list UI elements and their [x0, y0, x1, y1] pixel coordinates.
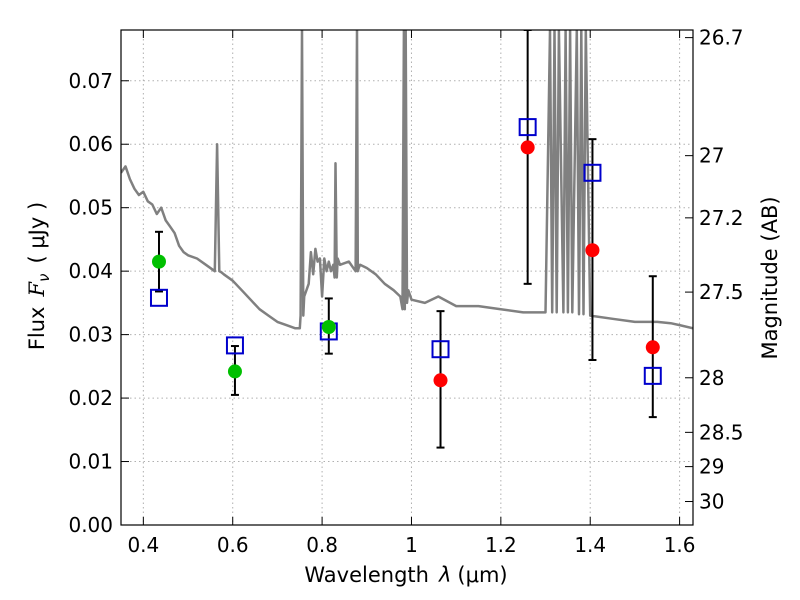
y-axis-unit: ( μJy )	[25, 202, 49, 264]
right-tick-label: 29	[699, 455, 724, 479]
plot-frame	[120, 29, 694, 526]
measured-points	[151, 140, 660, 388]
measured-point	[433, 373, 448, 388]
y-axis-label-text: Flux	[25, 307, 49, 351]
model-point	[225, 336, 244, 355]
x-axis-unit: (μm)	[457, 563, 507, 587]
right-tick-label: 27.5	[699, 280, 744, 304]
axis-ticks: 0.4 0.6 0.8 1 1.2 1.4 1.6 0.00 0.01 0.02 0.03 0.04 0…	[68, 26, 743, 557]
right-tick-label: 27.2	[699, 206, 744, 230]
y-axis-symbol: F	[25, 281, 49, 298]
y-tick-label: 0.05	[68, 196, 113, 220]
measured-point	[645, 340, 660, 355]
x-tick-label: 0.8	[306, 533, 338, 557]
y-tick-label: 0.00	[68, 513, 113, 537]
measured-point	[151, 254, 166, 269]
right-tick-label: 28.5	[699, 420, 744, 444]
model-point	[431, 340, 450, 359]
template-spectrum	[121, 30, 693, 330]
x-axis-label-text: Wavelength	[304, 563, 429, 587]
y-tick-label: 0.03	[68, 323, 113, 347]
x-tick-label: 1.2	[485, 533, 517, 557]
y-tick-label: 0.06	[68, 132, 113, 156]
right-tick-label: 26.7	[699, 26, 744, 50]
measured-point	[585, 243, 600, 258]
right-tick-label: 27	[699, 144, 724, 168]
y-tick-label: 0.02	[68, 386, 113, 410]
x-axis-symbol: λ	[438, 563, 451, 587]
template-spectrum-line	[121, 30, 693, 330]
x-tick-label: 0.4	[127, 533, 159, 557]
right-tick-label: 30	[699, 490, 724, 514]
measured-point	[520, 140, 535, 155]
y-tick-label: 0.07	[68, 69, 113, 93]
y-tick-label: 0.01	[68, 450, 113, 474]
measured-point	[227, 364, 242, 379]
x-tick-label: 1.4	[574, 533, 606, 557]
model-point	[643, 366, 662, 385]
x-tick-label: 1	[405, 533, 418, 557]
model-point	[518, 118, 537, 137]
y-tick-label: 0.04	[68, 259, 113, 283]
x-axis-label: Wavelength λ (μm)	[304, 563, 507, 587]
model-point	[583, 163, 602, 182]
model-point	[149, 288, 168, 307]
measured-point	[321, 320, 336, 334]
x-tick-label: 1.6	[664, 533, 696, 557]
y-axis-subscript: ν	[35, 274, 53, 282]
y-axis-label: Flux Fν ( μJy )	[25, 202, 53, 350]
right-tick-label: 28	[699, 366, 724, 390]
x-tick-label: 0.6	[217, 533, 249, 557]
right-axis-label: Magnitude (AB)	[758, 196, 782, 359]
